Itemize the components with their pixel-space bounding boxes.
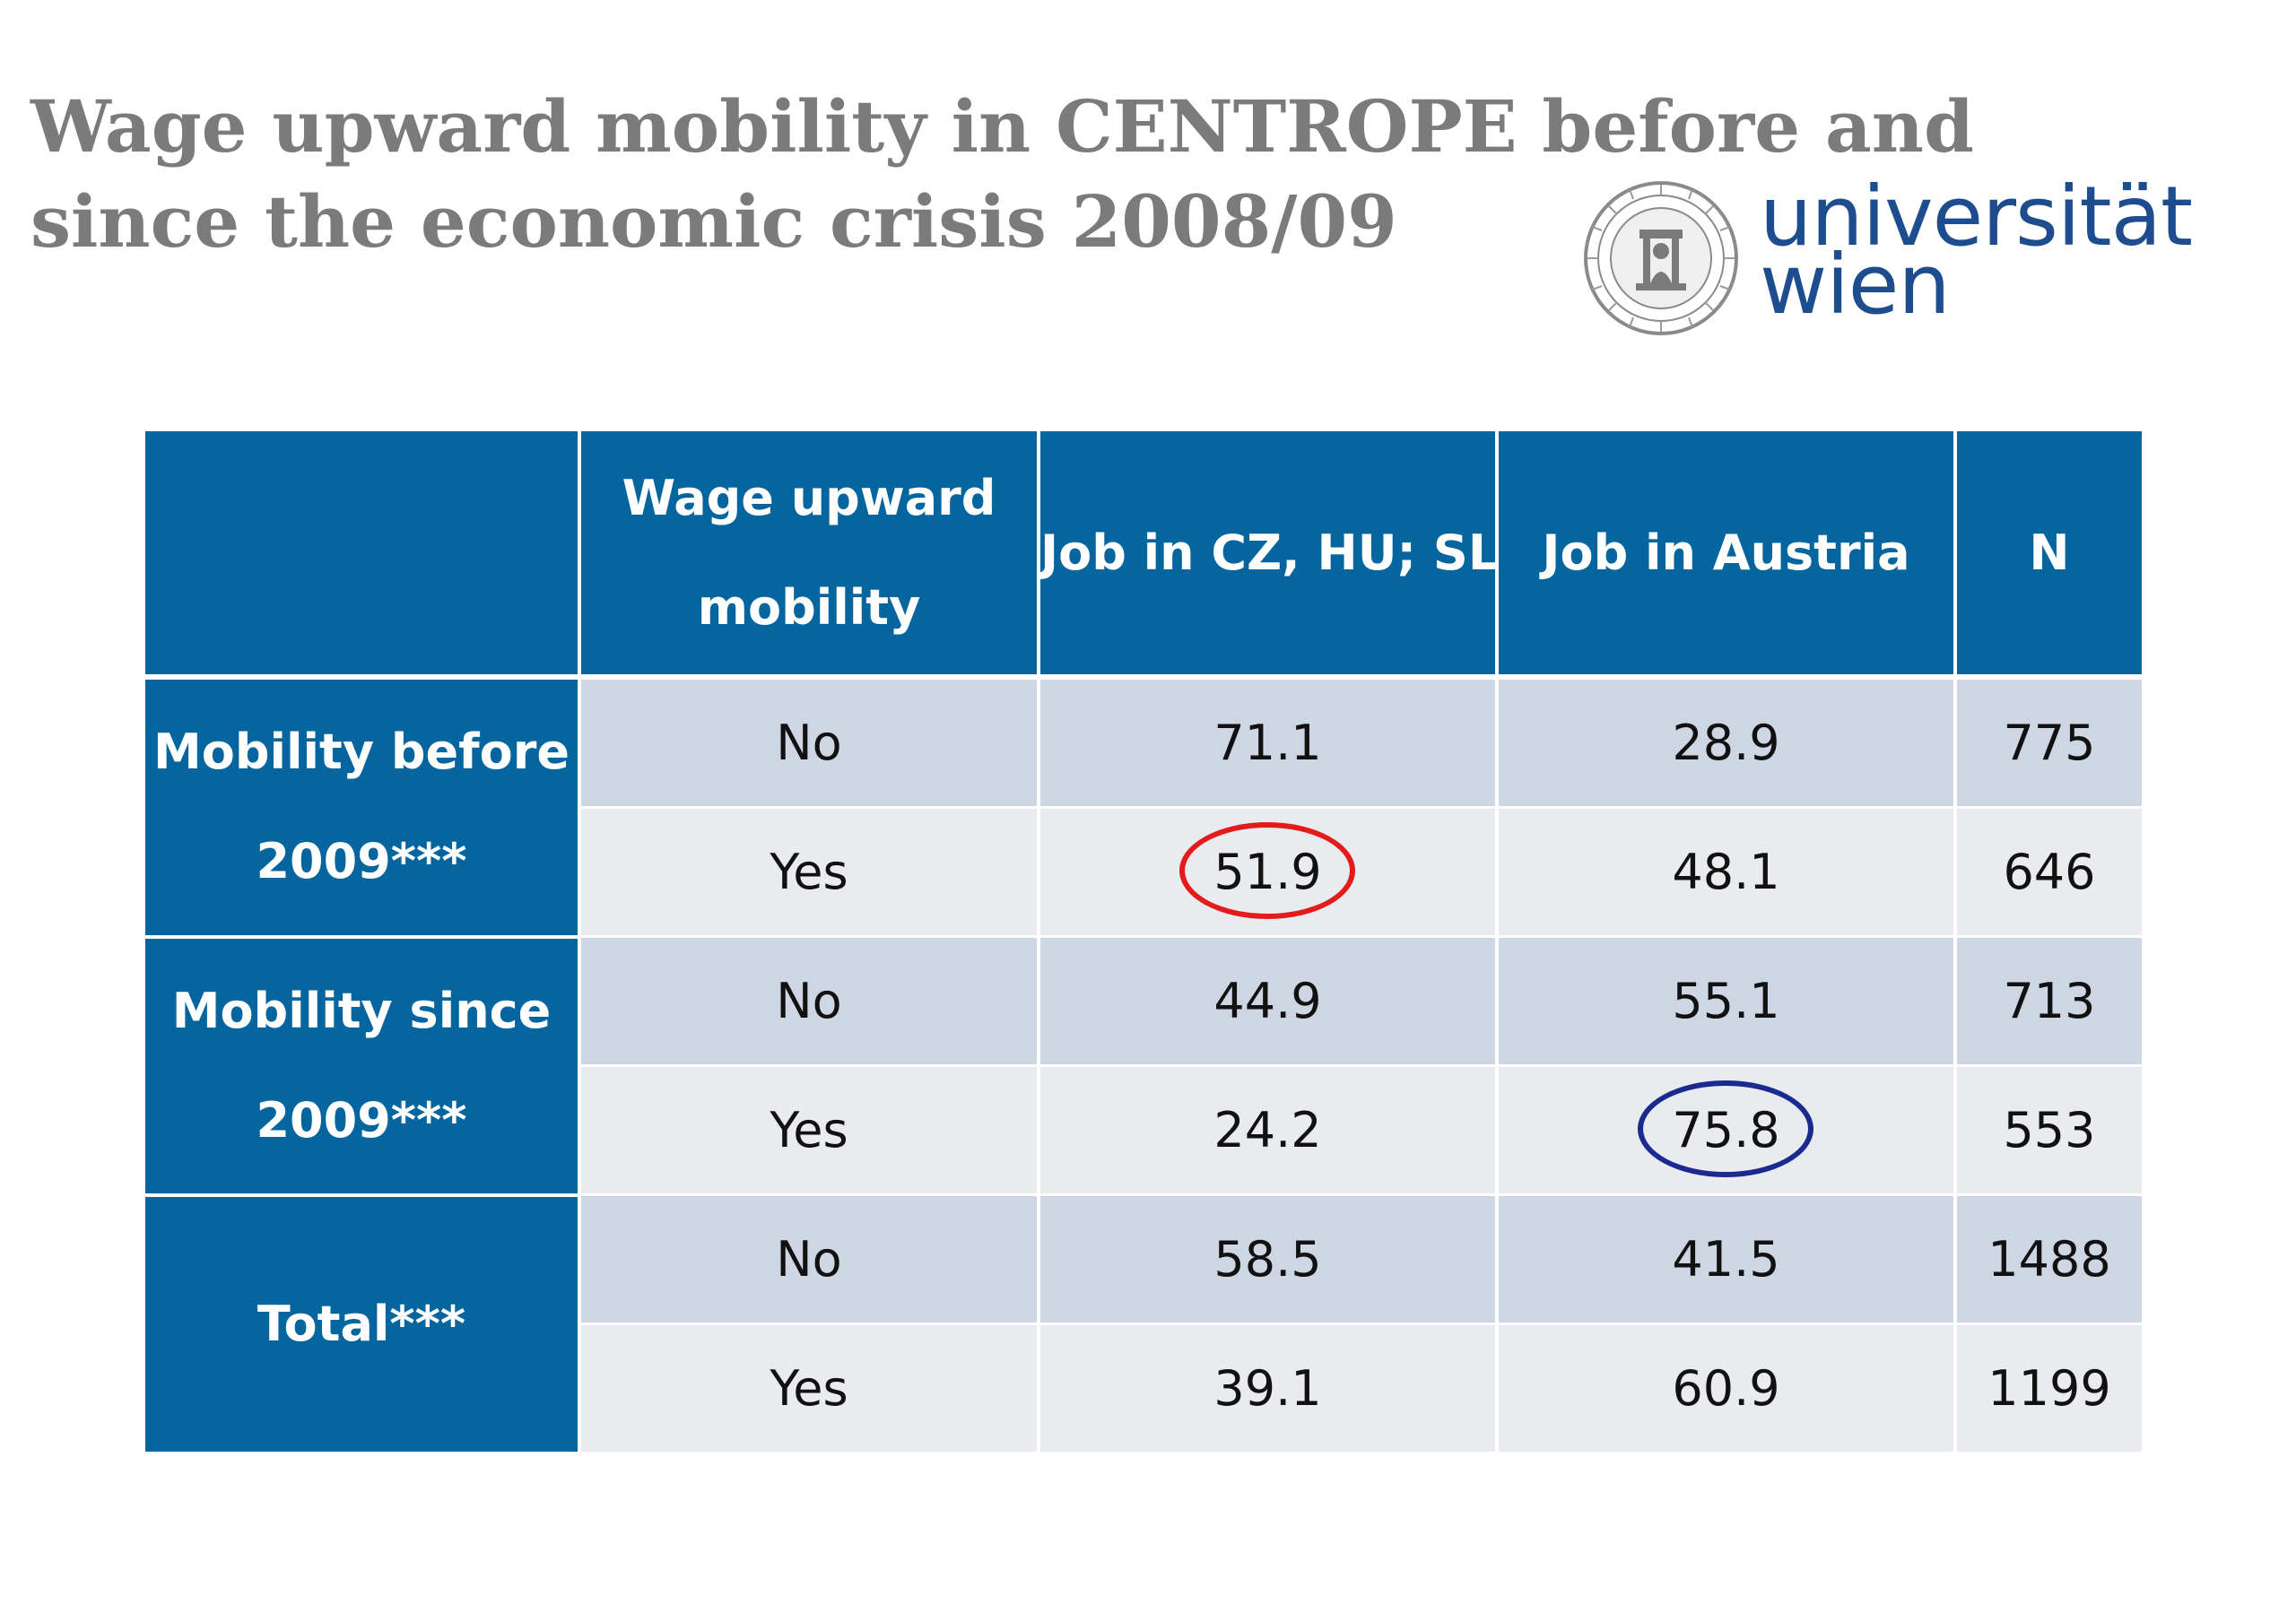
cell-n: 1199 xyxy=(1953,1323,2142,1454)
highlighted-value: 75.8 xyxy=(1638,1080,1814,1177)
cell-wage: Yes xyxy=(578,1065,1039,1196)
slide-title-line-2: since the economic crisis 2008/09 xyxy=(30,179,1397,264)
group-label-mobility-before: Mobility before 2009*** xyxy=(145,677,581,939)
header-wage-line-2: mobility xyxy=(697,578,921,636)
header-job-cz-hu-sl: Job in CZ, HU; SL xyxy=(1037,431,1499,680)
table-header-row: Wage upward mobility Job in CZ, HU; SL J… xyxy=(145,431,2142,680)
cell-cz: 58.5 xyxy=(1037,1194,1497,1325)
group-label-mobility-since: Mobility since 2009*** xyxy=(145,936,581,1197)
header-wage-upward-mobility: Wage upward mobility xyxy=(578,431,1039,680)
cell-cz-highlighted: 51.9 xyxy=(1037,807,1497,938)
blue-circle-annotation xyxy=(1638,1080,1814,1177)
cell-cz: 44.9 xyxy=(1037,936,1497,1067)
cell-austria: 60.9 xyxy=(1495,1323,1955,1454)
mobility-table-container: Wage upward mobility Job in CZ, HU; SL J… xyxy=(145,431,2142,1455)
university-wordmark: universität wien xyxy=(1760,169,2193,333)
cell-austria: 41.5 xyxy=(1495,1194,1955,1325)
cell-wage: No xyxy=(578,1194,1039,1325)
header-job-austria: Job in Austria xyxy=(1495,431,1955,680)
table-row: Yes 24.2 75.8 553 xyxy=(145,1065,2142,1196)
cell-cz: 71.1 xyxy=(1037,677,1497,809)
group-label-line-1: Mobility before xyxy=(153,724,570,781)
cell-cz: 39.1 xyxy=(1037,1323,1497,1454)
cell-n: 775 xyxy=(1953,677,2142,809)
header-stub xyxy=(145,431,579,680)
cell-wage: Yes xyxy=(578,1323,1039,1454)
cell-wage: No xyxy=(578,677,1039,809)
highlighted-value: 51.9 xyxy=(1179,821,1356,919)
cell-n: 646 xyxy=(1953,807,2142,938)
slide-title-line-1: Wage upward mobility in CENTROPE before … xyxy=(30,84,1974,169)
group-label-line-1: Mobility since xyxy=(171,982,552,1039)
cell-n: 1488 xyxy=(1953,1194,2142,1325)
wordmark-line-2: wien xyxy=(1760,237,1951,333)
cell-wage: No xyxy=(578,936,1039,1067)
university-seal-icon xyxy=(1584,181,1738,335)
cell-n: 553 xyxy=(1953,1065,2142,1196)
table-row: Yes 51.9 48.1 646 xyxy=(145,807,2142,938)
university-logo: universität wien xyxy=(1580,176,2193,339)
header-n: N xyxy=(1953,431,2142,680)
header-wage-line-1: Wage upward xyxy=(622,469,996,526)
table-row: Mobility since 2009*** No 44.9 55.1 713 xyxy=(145,936,2142,1197)
table-row: Yes 39.1 60.9 1199 xyxy=(145,1323,2142,1454)
wordmark-line-1: universität xyxy=(1760,169,2193,265)
group-label-line-2: 2009*** xyxy=(256,833,467,890)
group-label-total: Total*** xyxy=(145,1194,581,1455)
red-circle-annotation xyxy=(1179,821,1356,919)
slide-title: Wage upward mobility in CENTROPE before … xyxy=(30,79,1974,269)
cell-austria: 28.9 xyxy=(1495,677,1955,809)
table-row: Total*** No 58.5 41.5 1488 xyxy=(145,1194,2142,1455)
table-row: Mobility before 2009*** No 71.1 28.9 775 xyxy=(145,677,2142,939)
group-label-line-2: 2009*** xyxy=(256,1091,467,1149)
cell-n: 713 xyxy=(1953,936,2142,1067)
cell-austria: 48.1 xyxy=(1495,807,1955,938)
cell-wage: Yes xyxy=(578,807,1039,938)
mobility-table: Wage upward mobility Job in CZ, HU; SL J… xyxy=(145,431,2142,1455)
group-label-line-1: Total*** xyxy=(257,1295,466,1352)
cell-austria-highlighted: 75.8 xyxy=(1495,1065,1955,1196)
cell-austria: 55.1 xyxy=(1495,936,1955,1067)
cell-cz: 24.2 xyxy=(1037,1065,1497,1196)
